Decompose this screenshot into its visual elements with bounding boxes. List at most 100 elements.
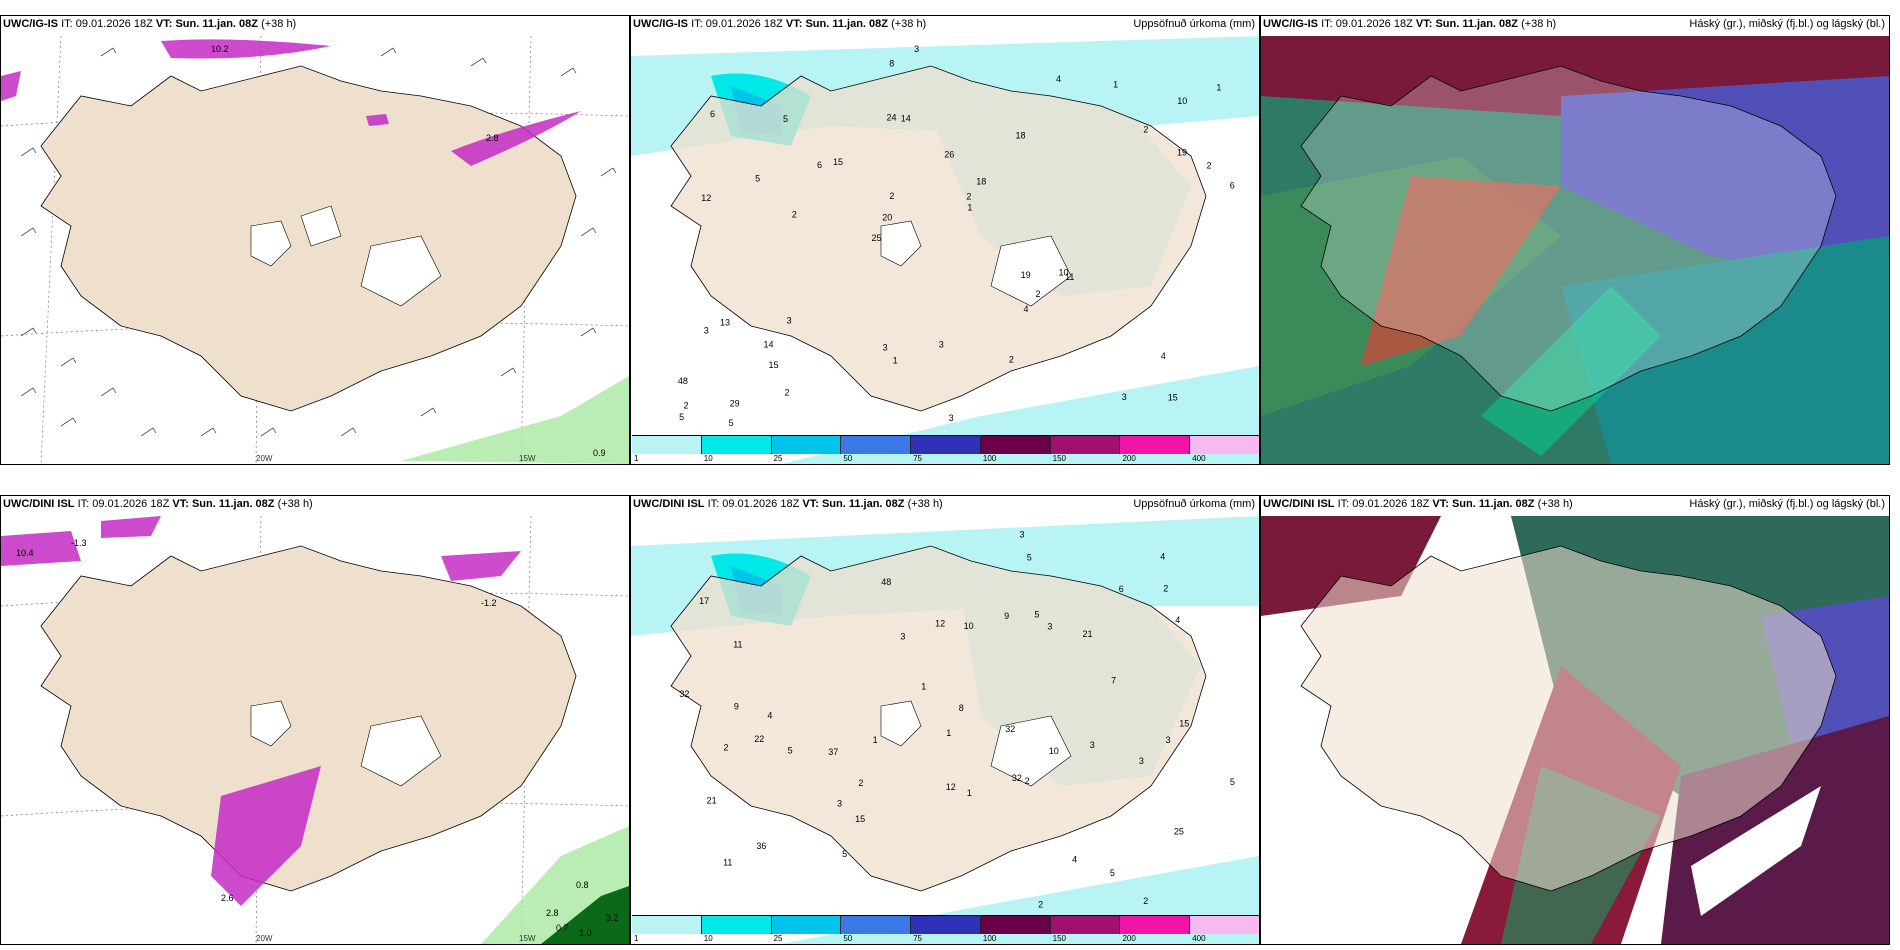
precip-value-label: 3 bbox=[1139, 756, 1144, 766]
colorbar-swatch bbox=[1190, 436, 1259, 454]
precip-value-label: 5 bbox=[755, 174, 760, 184]
precip-value-label: 1 bbox=[893, 356, 898, 366]
panel-bottom-middle: UWC/DINI ISL IT: 09.01.2026 18Z VT: Sun.… bbox=[630, 495, 1260, 945]
wind-label: 1.0 bbox=[579, 928, 592, 938]
precip-value-label: 3 bbox=[939, 340, 944, 350]
precip-value-label: 3 bbox=[1122, 392, 1127, 402]
wind-label: 10.2 bbox=[211, 44, 229, 54]
precip-value-label: 2 bbox=[724, 743, 729, 753]
colorbar-swatch bbox=[980, 916, 1051, 934]
precip-value-label: 1 bbox=[967, 202, 972, 212]
wind-map: 10.4 -1.3 -1.2 2.6 0.8 2.8 0.7 1.0 3.2 2… bbox=[1, 516, 629, 944]
panel-bottom-right: UWC/DINI ISL IT: 09.01.2026 18Z VT: Sun.… bbox=[1260, 495, 1890, 945]
colorbar-tick: 1 bbox=[634, 934, 639, 943]
precip-value-label: 37 bbox=[828, 747, 838, 757]
colorbar-swatch bbox=[1190, 916, 1259, 934]
colorbar-tick: 50 bbox=[843, 454, 853, 463]
precip-value-label: 3 bbox=[914, 44, 919, 54]
precip-value-label: 3 bbox=[1090, 740, 1095, 750]
precip-value-label: 24 bbox=[887, 112, 897, 122]
precip-value-label: 3 bbox=[900, 631, 905, 641]
precip-value-label: 3 bbox=[949, 413, 954, 423]
precip-value-label: 1 bbox=[873, 735, 878, 745]
precip-value-label: 3 bbox=[1166, 735, 1171, 745]
precip-value-label: 21 bbox=[707, 796, 717, 806]
precip-value-label: 32 bbox=[1005, 724, 1015, 734]
cloud-map bbox=[1261, 516, 1889, 944]
iceland-land bbox=[40, 545, 577, 892]
panel-header: UWC/DINI ISL IT: 09.01.2026 18Z VT: Sun.… bbox=[3, 498, 313, 510]
precip-value-label: 48 bbox=[678, 376, 688, 386]
panel-header: UWC/IG-IS IT: 09.01.2026 18Z VT: Sun. 11… bbox=[3, 18, 297, 30]
colorbar-tick: 400 bbox=[1192, 454, 1206, 463]
colorbar-tick: 100 bbox=[982, 454, 997, 463]
panel-header: UWC/IG-IS IT: 09.01.2026 18Z VT: Sun. 11… bbox=[633, 18, 927, 30]
colorbar-tick: 75 bbox=[913, 934, 923, 943]
colorbar-swatch bbox=[841, 916, 912, 934]
precip-value-label: 3 bbox=[787, 315, 792, 325]
iceland-land bbox=[670, 545, 1207, 892]
precip-value-label: 12 bbox=[946, 782, 956, 792]
precip-value-label: 15 bbox=[1179, 718, 1189, 728]
panel-subtitle: Háský (gr.), miðský (fj.bl.) og lágský (… bbox=[1689, 18, 1885, 30]
colorbar bbox=[632, 915, 1259, 934]
colorbar-tick: 25 bbox=[773, 454, 783, 463]
precip-value-label: 4 bbox=[1160, 552, 1165, 562]
precip-value-label: 2 bbox=[1163, 584, 1168, 594]
colorbar-tick: 75 bbox=[913, 454, 923, 463]
precip-value-label: 3 bbox=[704, 325, 709, 335]
precip-value-label: 2 bbox=[1143, 125, 1148, 135]
precip-value-label: 26 bbox=[944, 150, 954, 160]
wind-label: 0.8 bbox=[576, 880, 589, 890]
precip-value-label: 5 bbox=[1034, 610, 1039, 620]
precip-value-label: 4 bbox=[1175, 615, 1180, 625]
colorbar-swatch bbox=[701, 436, 772, 454]
colorbar-tick: 1 bbox=[634, 454, 639, 463]
precip-value-label: 2 bbox=[858, 778, 863, 788]
precip-value-label: 22 bbox=[754, 734, 764, 744]
panel-top-left: UWC/IG-IS IT: 09.01.2026 18Z VT: Sun. 11… bbox=[0, 15, 630, 465]
colorbar-swatch bbox=[841, 436, 912, 454]
precip-value-label: 2 bbox=[792, 210, 797, 220]
precip-value-label: 1 bbox=[1216, 83, 1221, 93]
precip-value-label: 4 bbox=[1161, 351, 1166, 361]
precip-value-label: 6 bbox=[817, 160, 822, 170]
precip-value-label: 4 bbox=[1072, 854, 1077, 864]
axis-lon-label: 15W bbox=[519, 934, 536, 943]
precip-value-label: 11 bbox=[723, 857, 732, 867]
panel-subtitle: Háský (gr.), miðský (fj.bl.) og lágský (… bbox=[1689, 498, 1885, 510]
precip-value-label: 5 bbox=[788, 745, 793, 755]
precip-value-label: 25 bbox=[872, 233, 882, 243]
precip-value-label: 9 bbox=[1004, 611, 1009, 621]
precip-value-label: 5 bbox=[1110, 868, 1115, 878]
precip-value-label: 3 bbox=[1047, 621, 1052, 631]
precip-value-label: 2 bbox=[1025, 776, 1030, 786]
iceland-land bbox=[1300, 545, 1837, 892]
colorbar-tick: 150 bbox=[1052, 934, 1067, 943]
precip-value-label: 5 bbox=[679, 412, 684, 422]
precip-value-label: 15 bbox=[855, 814, 865, 824]
precip-value-label: 2 bbox=[889, 191, 894, 201]
panel-subtitle: Uppsöfnuð úrkoma (mm) bbox=[1133, 18, 1255, 30]
panel-top-middle: UWC/IG-IS IT: 09.01.2026 18Z VT: Sun. 11… bbox=[630, 15, 1260, 465]
precip-value-label: 8 bbox=[889, 58, 894, 68]
precip-value-label: 4 bbox=[767, 711, 772, 721]
colorbar-swatch bbox=[1050, 436, 1121, 454]
panel-bottom-left: UWC/DINI ISL IT: 09.01.2026 18Z VT: Sun.… bbox=[0, 495, 630, 945]
precip-value-label: 4 bbox=[1024, 304, 1029, 314]
precip-value-label: 3 bbox=[883, 343, 888, 353]
colorbar-tick: 200 bbox=[1122, 454, 1136, 463]
precip-value-label: 10 bbox=[1049, 746, 1059, 756]
panel-header: UWC/DINI ISL IT: 09.01.2026 18Z VT: Sun.… bbox=[633, 498, 943, 510]
precip-value-label: 2 bbox=[1009, 354, 1014, 364]
precip-value-label: 3 bbox=[1020, 530, 1025, 540]
wind-barbs bbox=[20, 47, 617, 437]
precip-value-label: 14 bbox=[764, 340, 774, 350]
wind-map: 10.2 2.8 0.9 20W 15W bbox=[1, 36, 629, 464]
colorbar-swatch bbox=[911, 916, 981, 934]
precip-value-label: 19 bbox=[1021, 270, 1031, 280]
precip-value-label: 12 bbox=[935, 618, 945, 628]
precip-value-label: 10 bbox=[1177, 96, 1187, 106]
iceland-land bbox=[1300, 65, 1837, 412]
wind-label: 2.8 bbox=[486, 133, 499, 143]
